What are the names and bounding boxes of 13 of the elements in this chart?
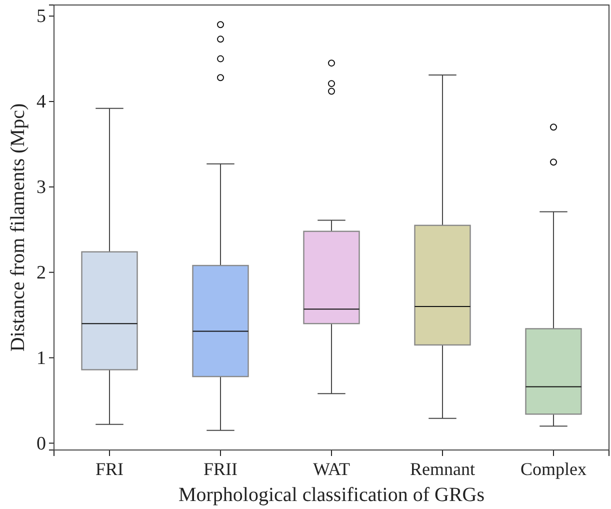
y-tick-label: 0 <box>36 433 46 454</box>
y-tick-label: 1 <box>36 348 46 369</box>
y-tick-label: 4 <box>36 92 46 113</box>
y-tick-label: 3 <box>36 177 46 198</box>
x-axis-title: Morphological classification of GRGs <box>178 484 485 506</box>
x-tick-label: Complex <box>520 459 586 480</box>
y-axis-title: Distance from filaments (Mpc) <box>7 103 29 352</box>
y-tick-label: 2 <box>36 262 46 284</box>
x-tick-label: Remnant <box>410 459 475 480</box>
x-tick-label: FRI <box>95 459 124 480</box>
x-tick-label: WAT <box>313 459 350 480</box>
x-tick-label: FRII <box>203 459 238 480</box>
y-tick-label: 5 <box>36 6 46 28</box>
